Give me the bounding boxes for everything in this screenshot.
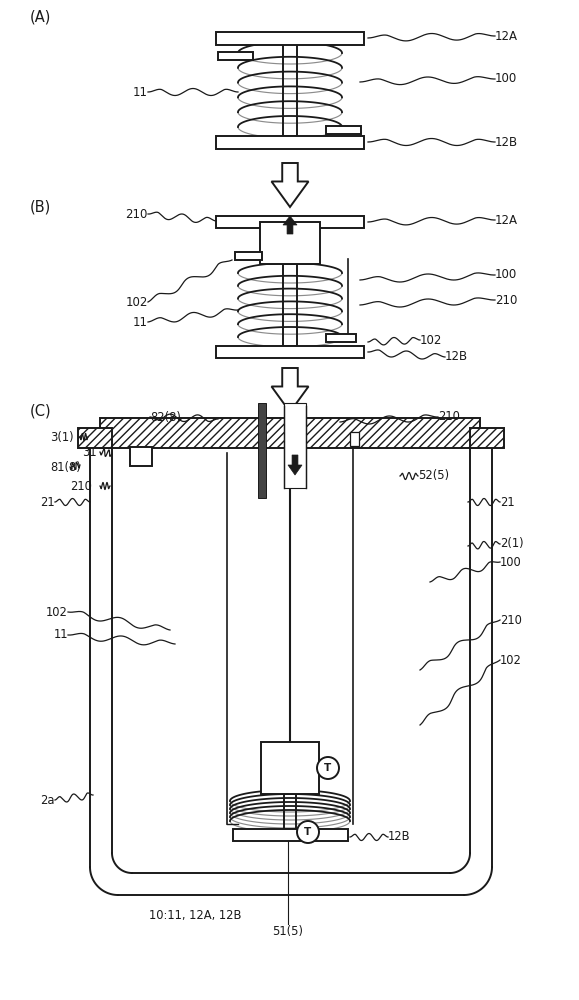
Bar [216,135,364,148]
Text: 2a: 2a [41,794,55,806]
Text: 210: 210 [126,208,148,221]
Text: 102: 102 [46,605,68,618]
Bar [326,126,361,134]
Bar [283,264,297,346]
Text: 210: 210 [500,613,522,626]
Text: 210: 210 [70,480,92,492]
Text: 11: 11 [53,629,68,642]
Text: 102: 102 [420,334,442,347]
Text: 3(1): 3(1) [50,430,74,444]
Bar [216,216,364,228]
Bar [112,448,470,873]
Text: 12B: 12B [495,135,518,148]
Text: T: T [305,827,312,837]
Bar [350,432,359,446]
Text: 100: 100 [500,556,522,568]
Text: 11: 11 [133,86,148,99]
Text: 100: 100 [495,268,517,282]
Text: 82(8): 82(8) [150,410,181,424]
Polygon shape [272,163,309,207]
Bar [235,252,262,260]
Bar [326,334,356,342]
Text: (A): (A) [30,10,52,25]
Bar [283,44,297,136]
Bar [284,794,296,829]
Bar [260,222,320,264]
Text: 81(8): 81(8) [50,460,80,474]
Circle shape [317,757,339,779]
Text: 100: 100 [495,73,517,86]
Polygon shape [288,455,302,475]
Text: 21: 21 [500,495,515,508]
Bar [284,403,306,488]
Bar [470,428,504,448]
Bar [258,403,266,498]
Text: 12B: 12B [445,351,468,363]
Text: (C): (C) [30,404,52,419]
Text: 11: 11 [133,316,148,328]
Text: 210: 210 [438,410,460,424]
Bar [216,346,364,358]
Text: 31: 31 [82,446,97,458]
Bar [100,418,480,448]
Polygon shape [272,368,309,412]
Bar [130,447,152,466]
Text: 51(5): 51(5) [273,926,303,938]
Bar [233,829,347,841]
Text: 210: 210 [495,294,518,306]
Text: 12A: 12A [495,29,518,42]
Circle shape [297,821,319,843]
Text: (B): (B) [30,200,52,215]
Text: 102: 102 [500,654,522,666]
Text: 52(5): 52(5) [418,470,449,483]
Text: 12A: 12A [495,214,518,227]
Text: T: T [324,763,332,773]
Bar [218,52,253,60]
Polygon shape [283,216,297,234]
Bar [216,31,364,44]
Text: 12B: 12B [388,830,411,844]
Text: 21: 21 [41,495,55,508]
Text: 2(1): 2(1) [500,538,523,550]
Text: 10:11, 12A, 12B: 10:11, 12A, 12B [149,908,241,922]
Text: 102: 102 [126,296,148,308]
Bar [78,428,112,448]
Bar [261,742,319,794]
